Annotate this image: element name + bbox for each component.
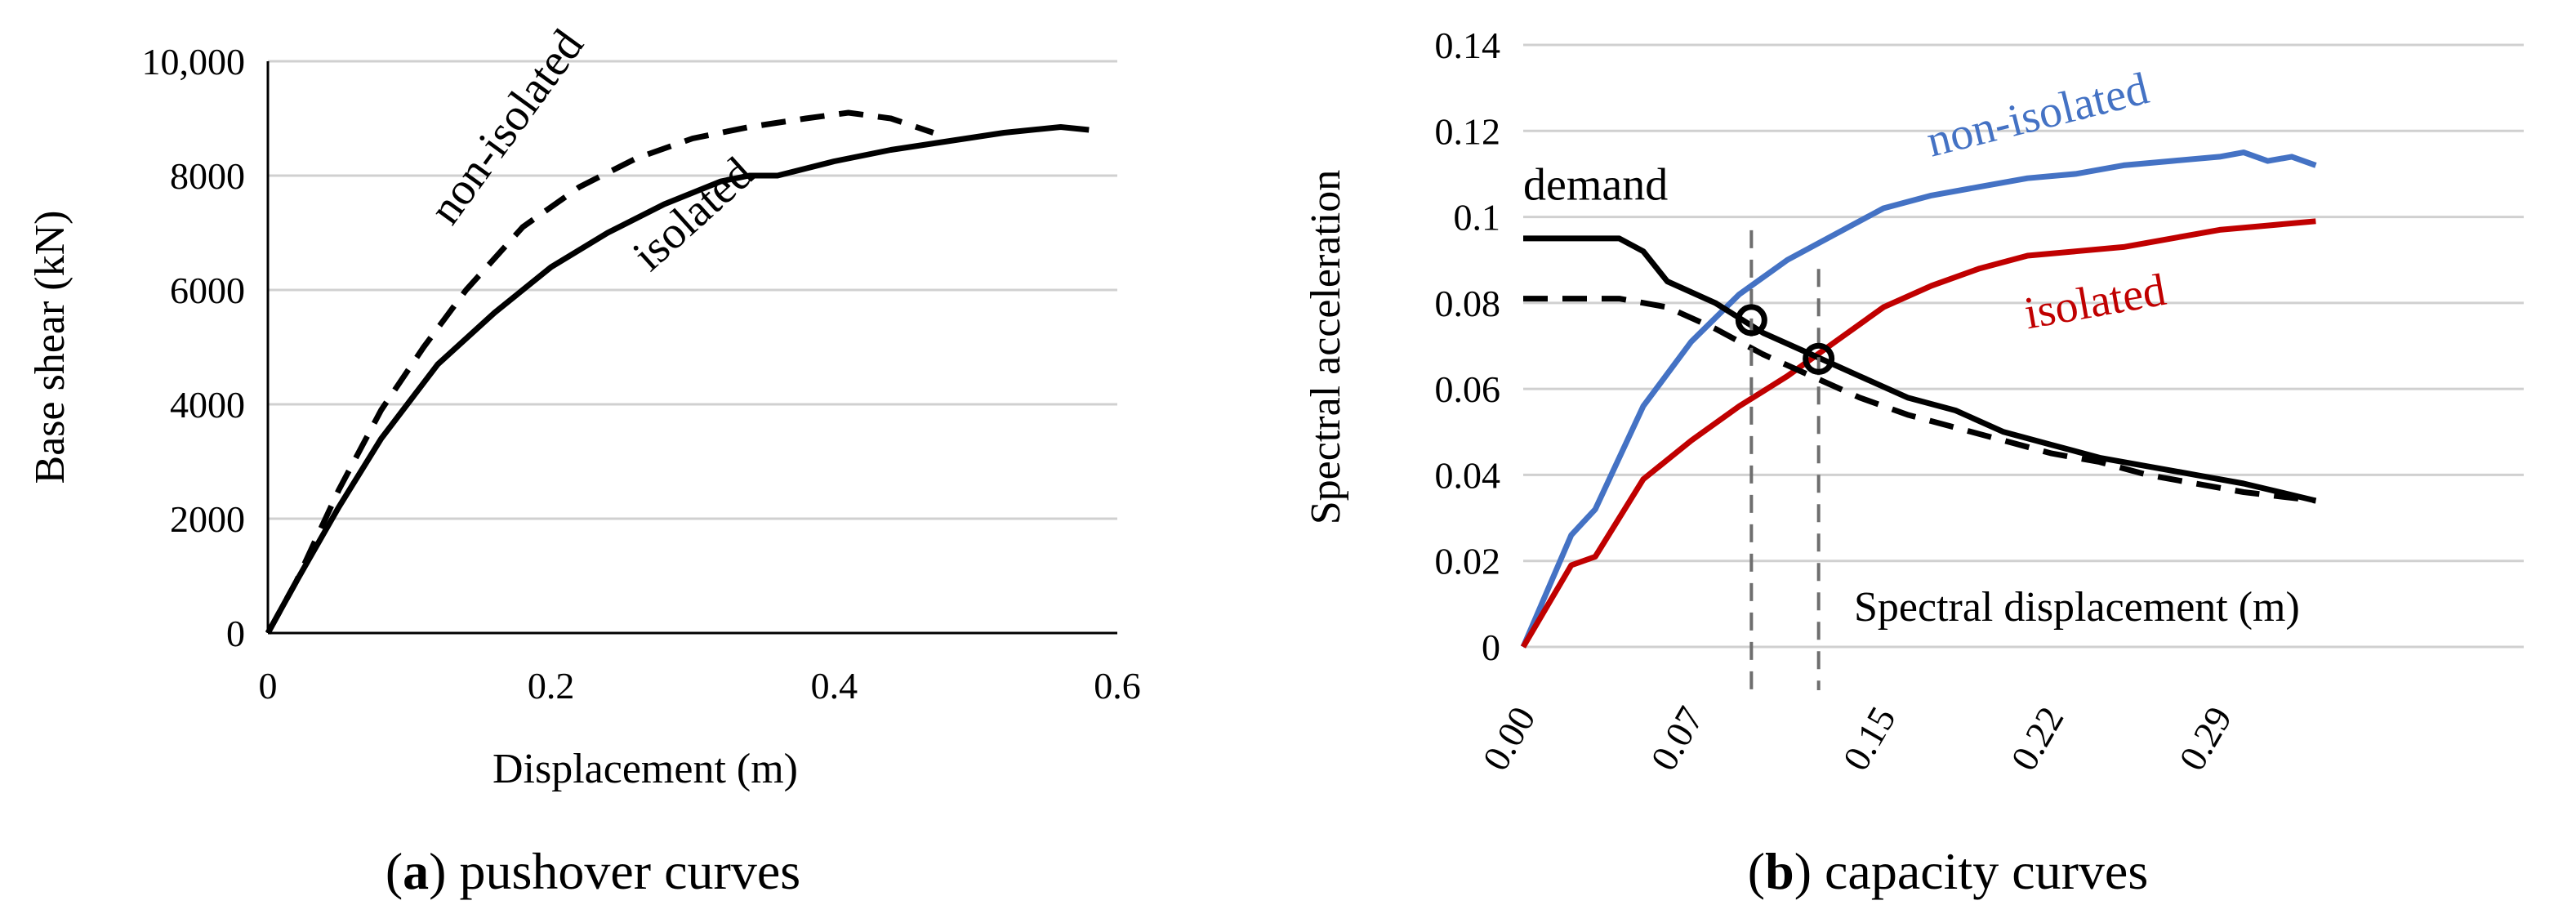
chart-b-performance-point (1735, 304, 1767, 337)
b-ytick-label: 0.1 (1454, 197, 1501, 239)
chart-a-ylabel: Base shear (kN) (27, 211, 74, 484)
b-ytick-label: 0.12 (1435, 110, 1501, 152)
b-series-non-isolated (1520, 149, 2317, 649)
chart-b-guide-lines (1749, 230, 1821, 690)
a-ytick-label: 2000 (170, 498, 245, 540)
chart-a-y-tick-labels: 0 2000 4000 6000 8000 10,000 (142, 41, 246, 654)
chart-a-series (265, 109, 1090, 635)
a-ytick-label: 4000 (170, 384, 245, 426)
a-series-non-isolated (265, 109, 934, 635)
b-annotation-isolated: isolated (2021, 265, 2169, 339)
b-annotation-non-isolated: non-isolated (1922, 63, 2154, 167)
chart-b-y-tick-labels: 0 0.02 0.04 0.06 0.08 0.1 0.12 0.14 (1435, 25, 1501, 668)
chart-a: 0 2000 4000 6000 8000 10,000 0 0.2 0.4 0.6 Base … (27, 20, 1141, 900)
b-ytick-label: 0.08 (1435, 283, 1501, 324)
chart-b-caption: (b) capacity curves (1748, 842, 2148, 900)
a-xtick-label: 0.2 (528, 665, 575, 707)
b-xtick-label: 0.29 (2171, 700, 2240, 778)
chart-b-caption-text: capacity curves (1825, 842, 2148, 900)
a-ytick-label: 8000 (170, 155, 245, 197)
chart-a-caption: (a) pushover curves (386, 842, 800, 900)
b-series-isolated (1520, 218, 2316, 649)
b-series-demand (1523, 235, 2317, 504)
a-xtick-label: 0.4 (811, 665, 858, 707)
b-xtick-label: 0.00 (1474, 700, 1543, 778)
b-annotation-demand: demand (1523, 160, 1668, 211)
b-ytick-label: 0.04 (1435, 454, 1501, 496)
a-annotation-non-isolated: non-isolated (420, 20, 594, 233)
b-ytick-label: 0 (1482, 626, 1500, 668)
b-ytick-label: 0.02 (1435, 541, 1501, 582)
chart-b-ylabel: Spectral acceleration (1303, 170, 1349, 525)
a-series-isolated (265, 124, 1090, 635)
chart-a-x-tick-labels: 0 0.2 0.4 0.6 (259, 665, 1141, 707)
b-xtick-label: 0.15 (1834, 700, 1903, 778)
a-ytick-label: 10,000 (142, 41, 246, 82)
chart-b-x-tick-labels: 0.00 0.07 0.15 0.22 0.29 (1474, 700, 2240, 778)
a-ytick-label: 0 (226, 613, 245, 654)
chart-b-gridlines (1523, 43, 2524, 649)
b-ytick-label: 0.06 (1435, 368, 1501, 410)
chart-b-series (1520, 149, 2317, 649)
chart-b-xlabel: Spectral displacement (m) (1854, 584, 2300, 631)
b-series-demand-reduced- (1523, 296, 2316, 504)
a-ytick-label: 6000 (170, 270, 245, 311)
chart-b-performance-points (1735, 304, 1835, 375)
b-xtick-label: 0.07 (1642, 700, 1711, 778)
b-xtick-label: 0.22 (2003, 700, 2071, 778)
chart-a-caption-text: pushover curves (459, 842, 800, 900)
chart-a-caption-letter: a (403, 842, 429, 900)
chart-b-performance-point (1803, 342, 1835, 375)
a-xtick-label: 0.6 (1094, 665, 1141, 707)
chart-a-gridlines (268, 60, 1117, 520)
chart-b: 0 0.02 0.04 0.06 0.08 0.1 0.12 0.14 0.00 0.07 0.1… (1303, 25, 2524, 900)
chart-b-caption-letter: b (1765, 842, 1794, 900)
chart-a-xlabel: Displacement (m) (492, 746, 798, 792)
b-ytick-label: 0.14 (1435, 25, 1501, 66)
a-xtick-label: 0 (259, 665, 278, 707)
